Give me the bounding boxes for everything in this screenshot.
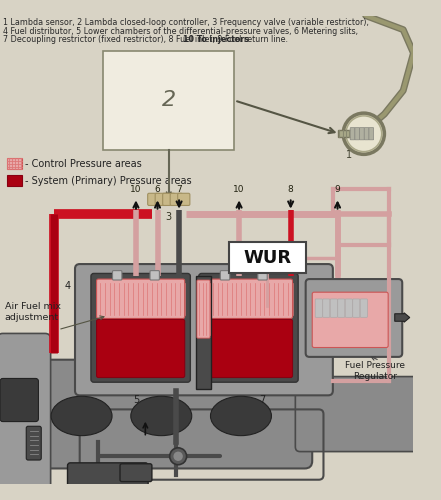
- Text: 1: 1: [346, 150, 352, 160]
- FancyBboxPatch shape: [75, 264, 333, 396]
- FancyBboxPatch shape: [345, 299, 352, 318]
- FancyBboxPatch shape: [360, 299, 367, 318]
- FancyBboxPatch shape: [91, 274, 191, 382]
- Text: 3: 3: [166, 212, 172, 222]
- FancyBboxPatch shape: [295, 376, 426, 452]
- FancyBboxPatch shape: [306, 279, 402, 357]
- Ellipse shape: [131, 396, 192, 436]
- Text: - Control Pressure areas: - Control Pressure areas: [25, 158, 142, 168]
- Text: 6: 6: [155, 184, 161, 194]
- FancyBboxPatch shape: [204, 320, 292, 378]
- FancyBboxPatch shape: [364, 128, 369, 140]
- FancyBboxPatch shape: [7, 360, 312, 469]
- FancyBboxPatch shape: [330, 299, 337, 318]
- Text: 10: 10: [233, 184, 245, 194]
- Text: 10 To injectors: 10 To injectors: [183, 36, 249, 44]
- Circle shape: [346, 116, 381, 152]
- Text: WUR: WUR: [243, 248, 292, 266]
- FancyBboxPatch shape: [197, 280, 210, 338]
- Circle shape: [343, 113, 385, 154]
- Text: 7: 7: [259, 395, 265, 405]
- FancyBboxPatch shape: [0, 378, 38, 422]
- Bar: [7, 158, 22, 170]
- FancyBboxPatch shape: [26, 426, 41, 460]
- Text: - System (Primary) Pressure areas: - System (Primary) Pressure areas: [25, 176, 192, 186]
- FancyBboxPatch shape: [229, 242, 306, 274]
- Text: 2: 2: [162, 90, 176, 110]
- Circle shape: [170, 448, 187, 464]
- FancyBboxPatch shape: [323, 299, 330, 318]
- Text: 1 Lambda sensor, 2 Lambda closed-loop controller, 3 Frequency valve (variable re: 1 Lambda sensor, 2 Lambda closed-loop co…: [3, 18, 369, 28]
- FancyBboxPatch shape: [0, 334, 51, 494]
- Circle shape: [173, 452, 183, 461]
- FancyBboxPatch shape: [112, 270, 122, 280]
- FancyBboxPatch shape: [120, 464, 152, 481]
- FancyBboxPatch shape: [315, 299, 322, 318]
- Text: 4: 4: [64, 280, 71, 290]
- Text: Fuel Pressure
Regulator: Fuel Pressure Regulator: [345, 360, 405, 380]
- Text: 7 Decoupling restrictor (fixed restrictor), 8 Fuel inlet, 9 Fuel return line.: 7 Decoupling restrictor (fixed restricto…: [3, 36, 290, 44]
- FancyBboxPatch shape: [338, 299, 345, 318]
- FancyBboxPatch shape: [178, 194, 190, 205]
- Ellipse shape: [210, 396, 272, 436]
- FancyBboxPatch shape: [359, 128, 364, 140]
- FancyBboxPatch shape: [350, 128, 355, 140]
- FancyBboxPatch shape: [204, 279, 292, 318]
- FancyBboxPatch shape: [353, 299, 360, 318]
- FancyBboxPatch shape: [199, 274, 298, 382]
- FancyBboxPatch shape: [97, 279, 185, 318]
- Text: 8: 8: [288, 184, 294, 194]
- Bar: [196, 276, 211, 389]
- FancyArrow shape: [395, 313, 410, 322]
- FancyBboxPatch shape: [163, 194, 175, 205]
- FancyBboxPatch shape: [97, 320, 185, 378]
- Text: Air Fuel mix
adjustment: Air Fuel mix adjustment: [5, 302, 61, 322]
- Ellipse shape: [51, 396, 112, 436]
- FancyBboxPatch shape: [369, 128, 374, 140]
- Bar: [337, 130, 352, 138]
- FancyBboxPatch shape: [155, 194, 168, 205]
- FancyBboxPatch shape: [170, 194, 183, 205]
- FancyBboxPatch shape: [67, 463, 148, 492]
- FancyBboxPatch shape: [150, 270, 159, 280]
- Bar: [103, 51, 235, 150]
- FancyBboxPatch shape: [312, 292, 388, 348]
- FancyBboxPatch shape: [220, 270, 230, 280]
- Text: 4 Fuel distributor, 5 Lower chambers of the differential-pressure valves, 6 Mete: 4 Fuel distributor, 5 Lower chambers of …: [3, 27, 358, 36]
- Text: 9: 9: [335, 184, 340, 194]
- Text: 7: 7: [176, 184, 182, 194]
- FancyBboxPatch shape: [148, 194, 160, 205]
- Bar: [7, 175, 22, 186]
- FancyBboxPatch shape: [258, 270, 267, 280]
- Text: 10: 10: [130, 184, 142, 194]
- FancyBboxPatch shape: [355, 128, 359, 140]
- Text: 5: 5: [133, 395, 139, 405]
